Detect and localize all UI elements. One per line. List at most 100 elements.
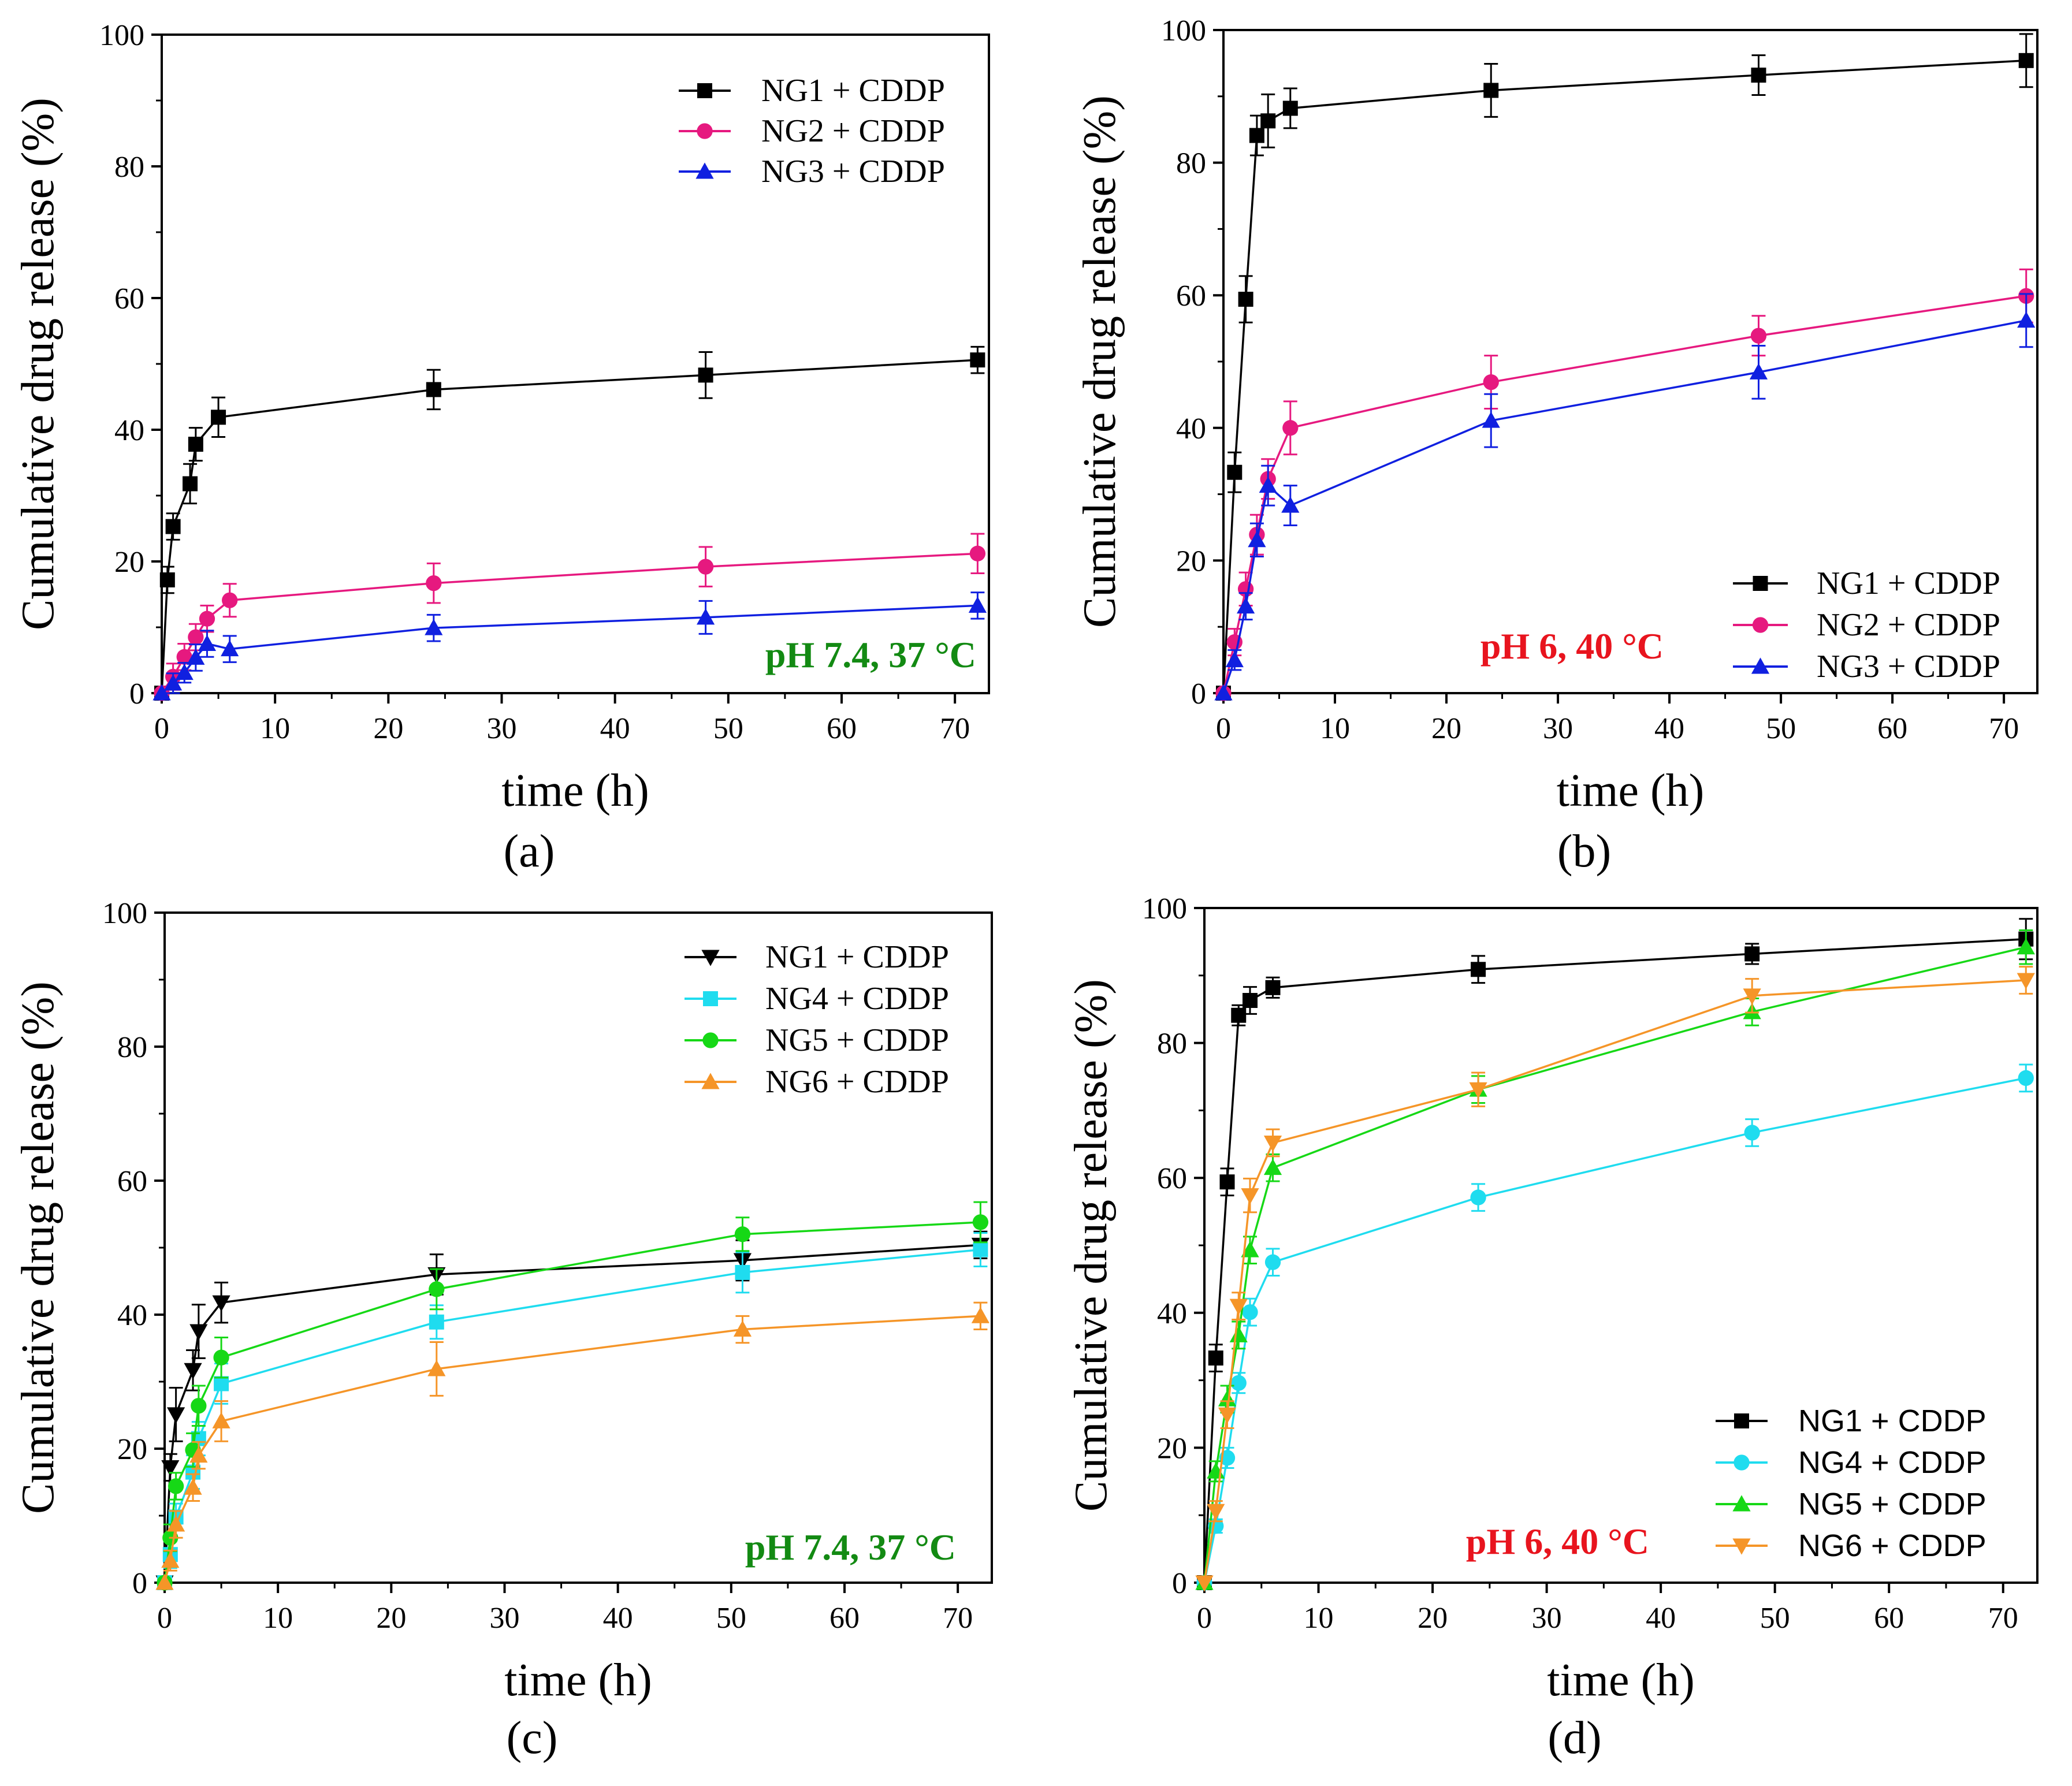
y-tick-label: 0 [132, 1567, 147, 1600]
data-point [969, 545, 986, 561]
legend: NG1 + CDDP NG4 + CDDP NG5 + CDDP NG6 + CDDP [1716, 1404, 1987, 1563]
data-point [189, 1324, 208, 1341]
data-point [1259, 477, 1277, 493]
y-tick-label: 80 [1176, 147, 1206, 180]
legend-label: NG4 + CDDP [765, 981, 949, 1017]
legend-label: NG1 + CDDP [761, 73, 945, 109]
legend-label: NG6 + CDDP [765, 1064, 949, 1100]
legend-marker [1752, 617, 1769, 633]
x-tick-label: 50 [1760, 1602, 1790, 1635]
x-tick-label: 50 [716, 1602, 746, 1635]
y-tick-label: 0 [1172, 1567, 1187, 1600]
panel-3: 0 10 20 30 40 50 60 70 0 20 40 60 80 100 time (h) Cumul… [1066, 892, 2038, 1763]
condition-annotation: pH 6, 40 °C [1480, 626, 1664, 667]
legend-label: NG6 + CDDP [1798, 1528, 1987, 1563]
y-tick-label: 100 [1142, 892, 1187, 925]
legend-marker [703, 991, 718, 1006]
x-tick-label: 30 [489, 1602, 519, 1635]
legend-marker [701, 1073, 720, 1089]
y-tick-label: 40 [114, 414, 144, 447]
data-point [1249, 128, 1264, 143]
legend-marker [1734, 1454, 1750, 1471]
data-point [1229, 1326, 1248, 1342]
data-point [1218, 1407, 1237, 1424]
data-point [189, 1446, 208, 1463]
legend-marker [697, 123, 713, 139]
y-tick-label: 80 [114, 151, 144, 184]
x-axis-title: time (h) [504, 1655, 652, 1706]
data-point [429, 1314, 444, 1330]
x-tick-label: 10 [1320, 712, 1350, 745]
x-tick-label: 40 [603, 1602, 633, 1635]
data-point [188, 629, 204, 645]
y-tick-label: 40 [117, 1299, 147, 1332]
data-point [167, 1515, 185, 1532]
data-point [696, 608, 715, 625]
y-tick-label: 20 [114, 546, 144, 579]
data-point [1483, 83, 1499, 98]
data-point [734, 1226, 751, 1242]
data-point [1241, 1188, 1259, 1205]
data-point [199, 611, 215, 627]
legend-marker [697, 83, 712, 98]
panel-label: (d) [1548, 1713, 1601, 1763]
data-point [191, 1398, 207, 1414]
y-tick-label: 60 [1176, 280, 1206, 312]
data-point [429, 1281, 445, 1297]
data-point [1281, 496, 1300, 513]
panel-label: (a) [504, 826, 555, 877]
panel-label: (c) [507, 1713, 558, 1763]
data-point [1208, 1350, 1223, 1366]
x-tick-label: 40 [600, 712, 630, 745]
x-tick-label: 50 [1766, 712, 1796, 745]
x-tick-label: 30 [486, 712, 516, 745]
legend-marker [701, 950, 720, 966]
y-tick-label: 40 [1176, 412, 1206, 445]
data-point [176, 649, 192, 665]
x-tick-label: 70 [940, 712, 970, 745]
data-point [1264, 1254, 1281, 1270]
x-tick-label: 0 [157, 1602, 172, 1635]
data-point [733, 1320, 752, 1337]
data-point [1749, 363, 1768, 379]
data-point [427, 1360, 446, 1376]
legend-marker [695, 162, 714, 179]
y-tick-label: 100 [1161, 14, 1206, 47]
x-tick-label: 0 [1197, 1602, 1212, 1635]
data-point [168, 1478, 184, 1494]
data-point [212, 1295, 230, 1312]
condition-annotation: pH 6, 40 °C [1466, 1521, 1649, 1562]
data-point [2017, 311, 2036, 328]
panel-label: (b) [1557, 826, 1611, 877]
data-point [155, 1573, 174, 1590]
data-point [426, 382, 441, 397]
x-tick-label: 20 [1431, 712, 1461, 745]
data-point [697, 559, 714, 575]
data-point [1207, 1504, 1225, 1520]
data-point [222, 592, 238, 608]
y-tick-label: 80 [117, 1031, 147, 1064]
y-axis-title: Cumulative drug release (%) [13, 98, 64, 630]
x-tick-label: 70 [1988, 1602, 2018, 1635]
data-point [184, 1363, 202, 1379]
panel-2: 0 10 20 30 40 50 60 70 0 20 40 60 80 100 time (h) Cumul… [13, 897, 993, 1763]
y-tick-label: 40 [1157, 1297, 1187, 1330]
x-axis-title: time (h) [501, 765, 649, 816]
data-point [1743, 988, 1761, 1005]
data-point [221, 640, 239, 657]
data-point [2017, 938, 2035, 955]
series-2 [157, 1201, 989, 1591]
legend-marker [1732, 1538, 1751, 1555]
data-point [425, 619, 443, 635]
y-tick-label: 60 [114, 282, 144, 315]
data-point [968, 596, 987, 613]
data-point [1482, 411, 1500, 428]
y-tick-label: 60 [1157, 1162, 1187, 1195]
y-tick-label: 60 [117, 1165, 147, 1198]
data-point [2017, 973, 2035, 989]
x-tick-label: 20 [376, 1602, 406, 1635]
legend-label: NG2 + CDDP [761, 113, 945, 149]
x-tick-label: 10 [263, 1602, 293, 1635]
x-axis-title: time (h) [1557, 765, 1704, 816]
